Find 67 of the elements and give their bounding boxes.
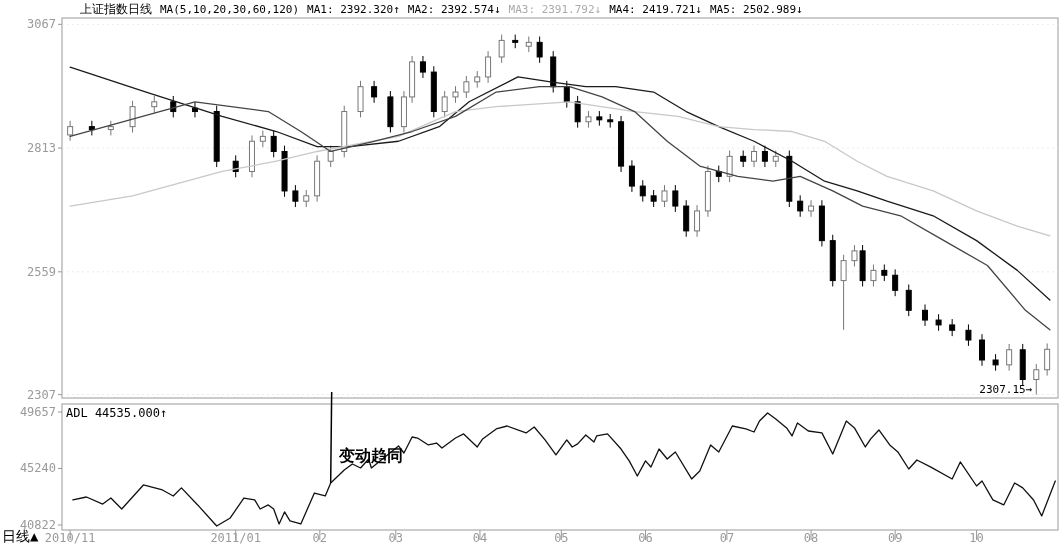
x-tick-label: 10 (969, 531, 984, 545)
candlestick (129, 100, 136, 133)
candlestick (1006, 343, 1013, 372)
candlestick (979, 333, 986, 367)
chart-title: 上证指数日线 (80, 2, 152, 16)
candlestick (922, 303, 929, 327)
annotation: 2307.15→ (979, 382, 1033, 396)
candlestick (371, 80, 378, 104)
candlestick (1033, 363, 1040, 396)
candlestick (694, 204, 701, 238)
text: MA3: 2391.792↓ (508, 3, 602, 16)
annotation: 变动趋同 (337, 445, 403, 465)
text: MA(5,10,20,30,60,120) (160, 3, 300, 16)
candlestick (797, 194, 804, 218)
candlestick (498, 34, 505, 64)
candlestick (463, 75, 470, 99)
candlestick (870, 264, 877, 287)
x-tick-label: 09 (887, 531, 903, 545)
candlestick (419, 55, 426, 79)
text: MA5: 2502.989↓ (709, 3, 803, 16)
candlestick (191, 101, 198, 118)
text: MA2: 2392.574↓ (407, 3, 501, 16)
candlestick (851, 244, 858, 267)
y-tick-label: 45240 (19, 461, 56, 476)
y-tick-label: 49657 (19, 404, 56, 419)
candlestick (485, 50, 492, 84)
candlestick (67, 120, 74, 142)
x-tick-label: 06 (638, 531, 653, 545)
x-tick-label: 2011/01 (210, 531, 261, 545)
candlestick (965, 323, 972, 347)
candlestick (905, 283, 912, 317)
candlestick (639, 179, 646, 203)
y-tick-label: 2813 (27, 141, 56, 156)
candlestick (808, 199, 815, 218)
x-tick-label: 07 (719, 531, 735, 545)
candlestick (892, 268, 899, 297)
x-tick-label: 08 (803, 531, 819, 545)
candlestick (1044, 342, 1051, 377)
candlestick (840, 254, 847, 331)
x-tick-label: 05 (554, 531, 569, 545)
candlestick (726, 150, 733, 183)
y-tick-label: 2559 (27, 264, 56, 279)
candlestick (270, 130, 277, 158)
candlestick (628, 159, 635, 193)
y-tick-label: 3067 (27, 17, 56, 32)
candlestick (292, 184, 299, 208)
y-tick-label: 2307 (27, 387, 56, 402)
candlestick (441, 90, 448, 118)
line-series (69, 66, 1051, 301)
text: MA1: 2392.320↑ (307, 3, 400, 16)
candlestick (574, 95, 581, 129)
candlestick (672, 184, 679, 213)
candlestick (536, 36, 543, 64)
candlestick (751, 145, 758, 168)
candlestick (170, 95, 177, 118)
x-tick-label: 02 (312, 531, 328, 545)
line-series (69, 86, 1051, 331)
candlestick (661, 184, 668, 208)
x-tick-label: 2010/11 (44, 531, 96, 545)
annotation: ADL 44535.000↑ (66, 406, 168, 420)
candlestick (761, 145, 768, 168)
text: MA4: 2419.721↓ (609, 3, 702, 16)
candlestick (327, 145, 334, 168)
candlestick (88, 120, 95, 136)
x-tick-label: 03 (388, 531, 404, 545)
x-tick-label: 04 (472, 531, 488, 545)
candlestick (107, 120, 114, 136)
